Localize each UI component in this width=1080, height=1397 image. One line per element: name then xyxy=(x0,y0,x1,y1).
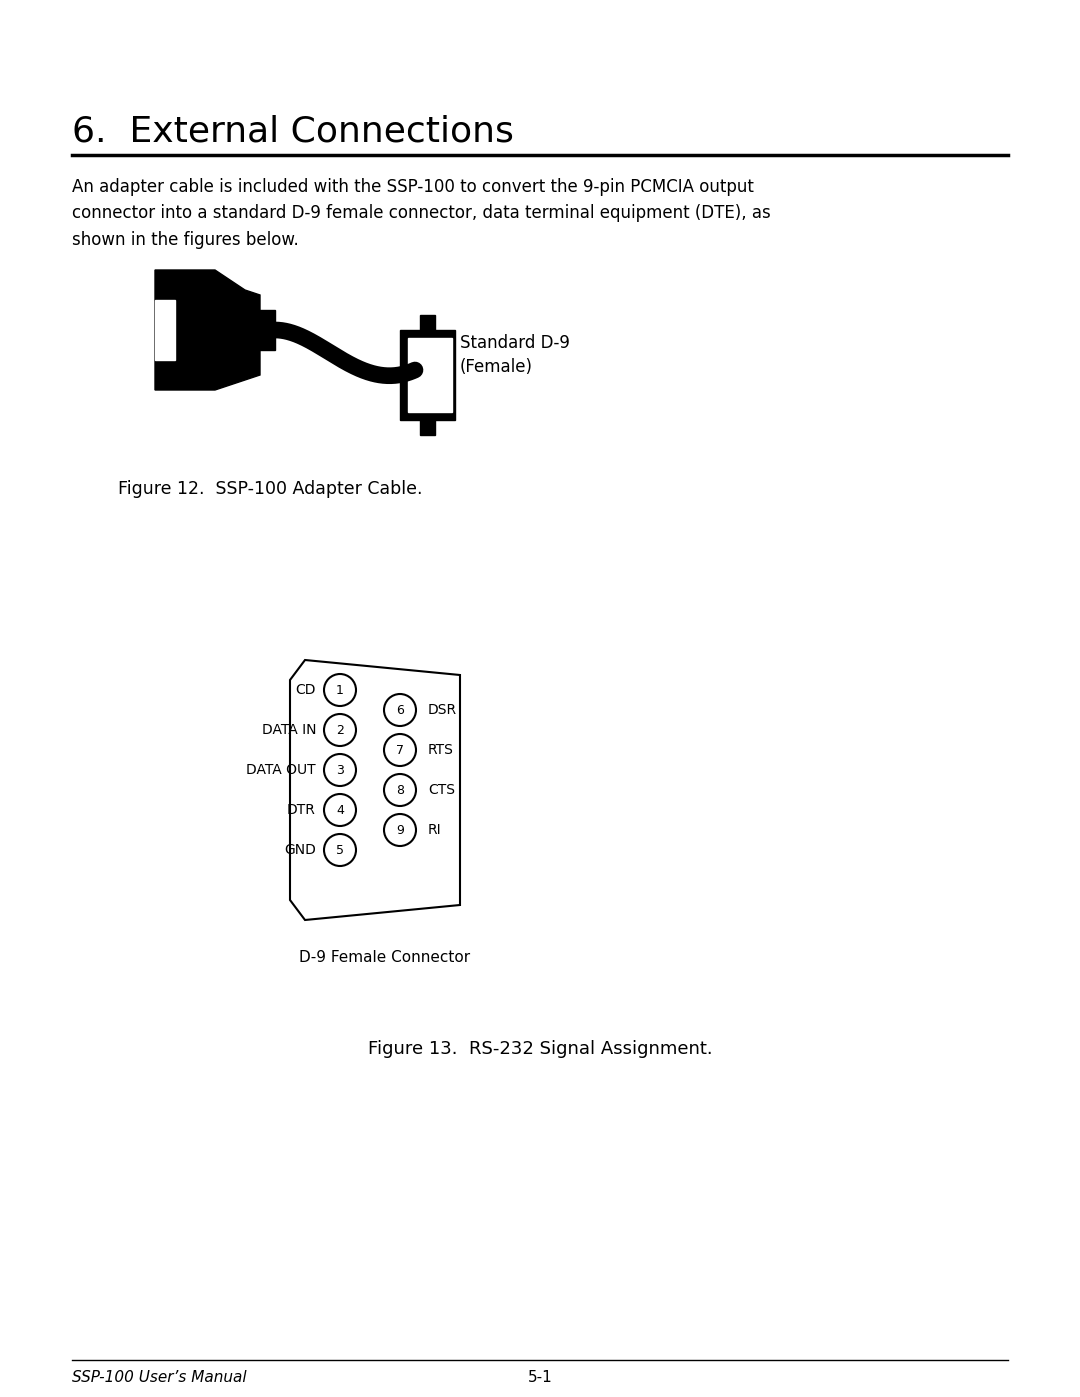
Text: 3: 3 xyxy=(336,764,343,777)
Text: 5: 5 xyxy=(336,844,345,856)
Circle shape xyxy=(384,694,416,726)
Text: 9: 9 xyxy=(396,823,404,837)
Text: CD: CD xyxy=(296,683,316,697)
Circle shape xyxy=(324,834,356,866)
Circle shape xyxy=(384,733,416,766)
Circle shape xyxy=(324,714,356,746)
Text: SSP-100 User’s Manual: SSP-100 User’s Manual xyxy=(72,1370,246,1384)
Text: An adapter cable is included with the SSP-100 to convert the 9-pin PCMCIA output: An adapter cable is included with the SS… xyxy=(72,177,771,249)
Text: Figure 13.  RS-232 Signal Assignment.: Figure 13. RS-232 Signal Assignment. xyxy=(367,1039,713,1058)
Circle shape xyxy=(324,754,356,787)
Text: Standard D-9
(Female): Standard D-9 (Female) xyxy=(460,334,570,377)
Text: DSR: DSR xyxy=(428,703,457,717)
Text: Figure 12.  SSP-100 Adapter Cable.: Figure 12. SSP-100 Adapter Cable. xyxy=(118,481,422,497)
Polygon shape xyxy=(156,300,175,360)
Text: DTR: DTR xyxy=(287,803,316,817)
Text: 2: 2 xyxy=(336,724,343,736)
Text: RI: RI xyxy=(428,823,442,837)
Text: 5-1: 5-1 xyxy=(528,1370,552,1384)
Text: 6.  External Connections: 6. External Connections xyxy=(72,115,514,149)
Text: CTS: CTS xyxy=(428,782,455,798)
Text: 7: 7 xyxy=(396,743,404,757)
Text: RTS: RTS xyxy=(428,743,454,757)
Circle shape xyxy=(324,793,356,826)
Polygon shape xyxy=(255,310,275,351)
Circle shape xyxy=(384,814,416,847)
Text: GND: GND xyxy=(284,842,316,856)
Polygon shape xyxy=(408,338,453,412)
Circle shape xyxy=(384,774,416,806)
Text: DATA IN: DATA IN xyxy=(261,724,316,738)
Polygon shape xyxy=(420,314,435,335)
Text: 4: 4 xyxy=(336,803,343,816)
Text: DATA OUT: DATA OUT xyxy=(246,763,316,777)
Text: D-9 Female Connector: D-9 Female Connector xyxy=(299,950,471,965)
Polygon shape xyxy=(156,270,260,390)
Text: 1: 1 xyxy=(336,683,343,697)
Text: 8: 8 xyxy=(396,784,404,796)
Polygon shape xyxy=(420,418,435,434)
Text: 6: 6 xyxy=(396,704,404,717)
Polygon shape xyxy=(400,330,455,420)
Circle shape xyxy=(324,673,356,705)
